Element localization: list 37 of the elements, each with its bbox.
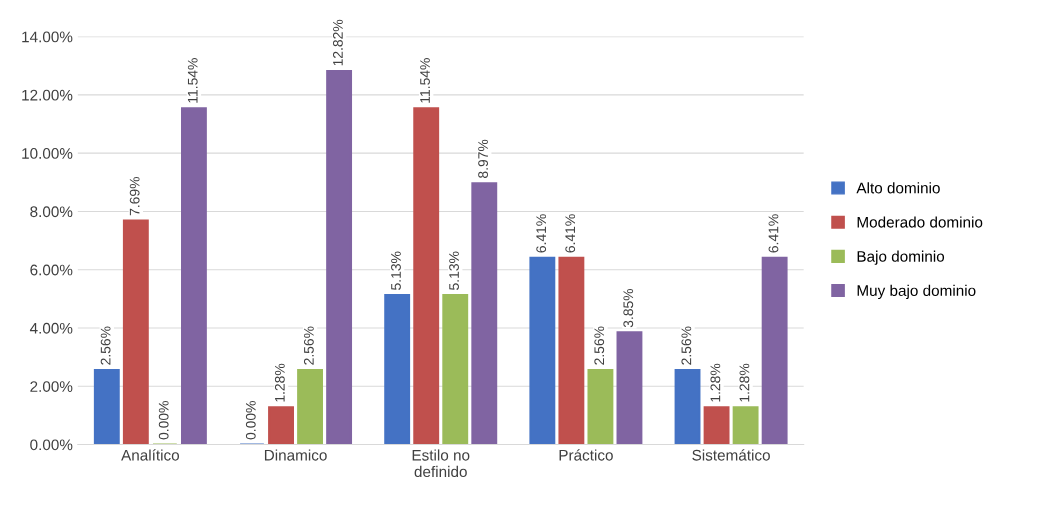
y-tick-label: 12.00%: [22, 89, 73, 101]
data-label: 0.00%: [245, 401, 256, 440]
data-label: 0.00%: [158, 401, 169, 440]
y-tick-label: 14.00%: [22, 31, 73, 43]
data-label: 7.69%: [129, 177, 140, 216]
data-label: 1.28%: [710, 363, 721, 402]
x-tick-label: Práctico: [559, 449, 613, 461]
data-label: 11.54%: [420, 58, 430, 103]
data-label: 8.97%: [478, 139, 489, 178]
legend-label: Alto dominio: [856, 182, 940, 194]
data-label: 5.13%: [449, 251, 459, 290]
data-label: 2.56%: [681, 326, 692, 365]
data-label: 2.56%: [594, 326, 605, 365]
y-tick-label: 4.00%: [29, 322, 73, 334]
legend-label: Muy bajo dominio: [857, 284, 976, 300]
data-label: 1.28%: [274, 363, 285, 402]
data-label: 6.41%: [565, 214, 576, 253]
data-label: 1.28%: [739, 363, 750, 402]
data-label: 6.41%: [536, 214, 547, 253]
data-label: 6.41%: [768, 214, 779, 253]
x-tick-label: Sistemático: [692, 449, 770, 461]
y-tick-label: 10.00%: [22, 148, 73, 159]
data-label: 3.85%: [623, 288, 634, 328]
y-tick-label: 6.00%: [30, 264, 73, 276]
data-label: 2.56%: [100, 326, 111, 365]
data-label: 12.82%: [332, 19, 343, 66]
legend-label: Moderado dominio: [857, 216, 983, 228]
data-label: 2.56%: [303, 326, 314, 365]
legend-label: Bajo dominio: [857, 250, 945, 265]
x-tick-label: Estilo no definido: [412, 449, 470, 478]
data-label: 11.54%: [187, 58, 198, 103]
y-tick-label: 8.00%: [30, 206, 73, 218]
y-tick-label: 2.00%: [30, 381, 73, 392]
x-tick-label: Analítico: [121, 449, 180, 461]
data-label: 5.13%: [391, 251, 401, 290]
x-tick-label: Dinamico: [264, 449, 327, 461]
y-tick-label: 0.00%: [30, 439, 73, 451]
